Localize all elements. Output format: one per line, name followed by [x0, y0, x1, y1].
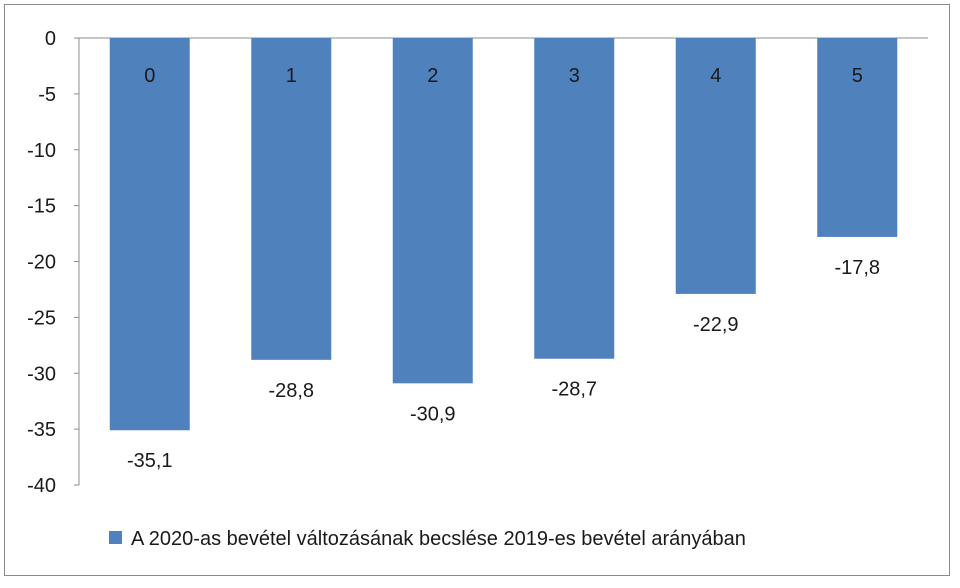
y-tick-label: -20: [27, 252, 56, 274]
legend-swatch: [109, 531, 122, 544]
bar: [251, 38, 332, 360]
bars: [109, 38, 898, 431]
category-labels: 0 1 2 3 4 5: [144, 65, 863, 87]
value-label: -28,8: [268, 380, 314, 402]
y-tick-label: 0: [45, 28, 56, 50]
bar: [675, 38, 756, 294]
bar: [817, 38, 898, 237]
y-tick-label: -40: [27, 475, 56, 497]
category-label: 2: [427, 65, 438, 87]
value-label: -35,1: [127, 450, 173, 472]
value-label: -28,7: [551, 379, 597, 401]
category-label: 4: [710, 65, 721, 87]
y-tick-label: -10: [27, 140, 56, 162]
bar: [109, 38, 190, 431]
category-label: 0: [144, 65, 155, 87]
y-tick-label: -25: [27, 307, 56, 329]
category-label: 1: [286, 65, 297, 87]
value-labels: -35,1 -28,8 -30,9 -28,7 -22,9 -17,8: [127, 257, 880, 472]
category-label: 5: [852, 65, 863, 87]
legend-label: A 2020-as bevétel változásának becslése …: [131, 528, 746, 550]
y-tick-label: -5: [38, 84, 56, 106]
value-label: -30,9: [410, 403, 456, 425]
legend: A 2020-as bevétel változásának becslése …: [109, 528, 746, 550]
bar: [534, 38, 615, 359]
value-label: -22,9: [693, 314, 739, 336]
category-label: 3: [569, 65, 580, 87]
y-tick-label: -15: [27, 196, 56, 218]
value-label: -17,8: [834, 257, 880, 279]
y-tick-label: -30: [27, 363, 56, 385]
axes: 0 -5 -10 -15 -20 -25 -30 -35 -40: [27, 28, 928, 497]
y-tick-label: -35: [27, 419, 56, 441]
bar: [392, 38, 473, 384]
